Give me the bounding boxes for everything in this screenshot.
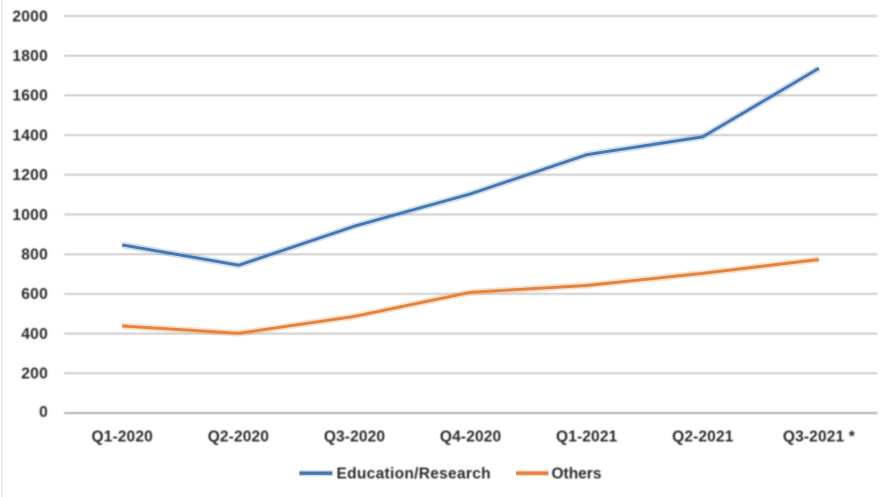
svg-text:Others: Others [552, 466, 602, 483]
svg-text:Q2-2021: Q2-2021 [672, 429, 734, 446]
svg-text:1800: 1800 [12, 48, 48, 65]
svg-text:0: 0 [39, 404, 48, 421]
svg-text:Q1-2020: Q1-2020 [92, 429, 153, 446]
svg-text:Q3-2021 *: Q3-2021 * [783, 429, 856, 446]
svg-text:Education/Research: Education/Research [337, 466, 491, 483]
svg-text:Q1-2021: Q1-2021 [556, 429, 618, 446]
svg-text:200: 200 [21, 366, 48, 383]
svg-text:1400: 1400 [12, 127, 48, 144]
svg-text:2000: 2000 [12, 8, 48, 25]
svg-text:1200: 1200 [12, 167, 48, 184]
svg-text:Q4-2020: Q4-2020 [440, 429, 501, 446]
svg-text:600: 600 [21, 286, 48, 303]
svg-text:Q2-2020: Q2-2020 [208, 429, 269, 446]
svg-text:1000: 1000 [12, 207, 48, 224]
svg-text:800: 800 [21, 247, 48, 264]
svg-text:Q3-2020: Q3-2020 [324, 429, 385, 446]
svg-text:400: 400 [21, 326, 48, 343]
svg-text:1600: 1600 [12, 88, 48, 105]
